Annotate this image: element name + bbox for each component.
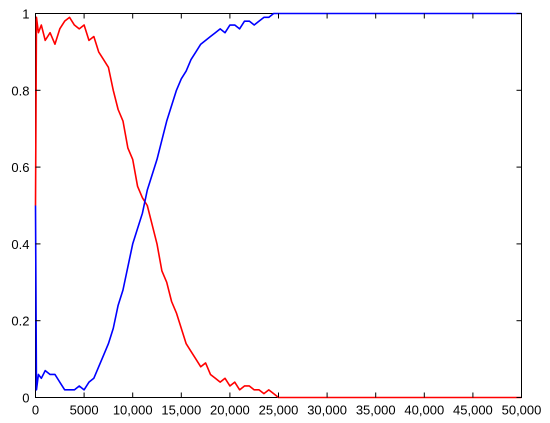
y-tick-labels: 0 0.2 0.4 0.6 0.8 1 xyxy=(11,7,29,406)
x-tick-label: 15,000 xyxy=(161,403,201,418)
series-line-1 xyxy=(34,12,522,391)
y-tick-label: 0.6 xyxy=(11,160,29,175)
x-tick-label: 40,000 xyxy=(404,403,444,418)
x-tick-label: 30,000 xyxy=(307,403,347,418)
tick-layer xyxy=(35,13,522,398)
series-layer xyxy=(34,12,522,399)
y-tick-label: 0.4 xyxy=(11,237,29,252)
y-tick-label: 0.2 xyxy=(11,314,29,329)
x-tick-label: 20,000 xyxy=(210,403,250,418)
x-tick-label: 35,000 xyxy=(356,403,396,418)
x-tick-label: 45,000 xyxy=(453,403,493,418)
y-tick-label: 0 xyxy=(22,391,29,406)
x-tick-label: 5000 xyxy=(70,403,99,418)
y-tick-label: 1 xyxy=(22,7,29,22)
x-tick-label: 0 xyxy=(32,403,39,418)
x-tick-label: 10,000 xyxy=(113,403,153,418)
x-tick-labels: 0 5000 10,000 15,000 20,000 25,000 30,000 35,00… xyxy=(32,403,542,418)
y-tick-label: 0.8 xyxy=(11,83,29,98)
series-line-0 xyxy=(34,16,522,399)
x-tick-label: 25,000 xyxy=(259,403,299,418)
x-tick-label: 50,000 xyxy=(502,403,542,418)
plot-area xyxy=(34,12,522,399)
